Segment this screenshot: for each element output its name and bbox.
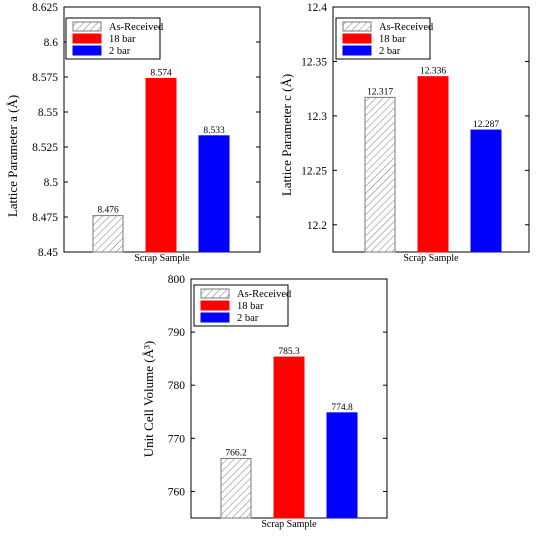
legend-label: 2 bar [109, 46, 131, 57]
y-tick-label: 12.35 [301, 56, 327, 68]
bar-as-received [220, 458, 252, 519]
y-axis-label: Lattice Parameter a (Å) [5, 95, 20, 217]
legend-swatch [342, 33, 372, 44]
bar-as-received [92, 215, 124, 253]
chart-lattice-a: Lattice Parameter a (Å) Scrap Sample 8.4… [5, 2, 261, 264]
legend-swatch [200, 312, 230, 323]
y-tick-label: 12.3 [307, 111, 327, 123]
legend-swatch [342, 21, 372, 32]
data-label: 8.476 [97, 206, 119, 216]
y-tick-label: 12.2 [307, 220, 327, 232]
y-tick-label: 760 [168, 486, 186, 498]
bar-2-bar [470, 129, 502, 253]
data-label: 8.533 [203, 126, 225, 136]
legend-swatch [342, 45, 372, 56]
bar-2-bar [198, 135, 230, 253]
data-label: 785.3 [278, 347, 300, 357]
legend-swatch [200, 288, 230, 299]
bar-as-received [364, 96, 396, 253]
y-axis-label: Unit Cell Volume (Å³) [141, 341, 156, 457]
y-tick-label: 8.575 [32, 72, 58, 84]
y-tick-label: 12.4 [307, 2, 327, 14]
y-tick-label: 8.5 [44, 177, 59, 189]
y-tick-label: 8.525 [32, 142, 58, 154]
y-tick-label: 800 [168, 274, 186, 286]
legend-swatch [72, 33, 102, 44]
y-tick-label: 770 [168, 433, 186, 445]
bar-18-bar [145, 77, 177, 253]
chart-lattice-c: Lattice Parameter c (Å) Scrap Sample 12.… [279, 2, 530, 264]
y-tick-label: 8.625 [32, 2, 58, 14]
bar-18-bar [417, 76, 449, 253]
data-label: 774.8 [331, 403, 353, 413]
x-tick-label: Scrap Sample [261, 519, 317, 530]
bar-2-bar [326, 412, 358, 519]
x-tick-label: Scrap Sample [403, 253, 459, 264]
y-tick-label: 790 [168, 327, 186, 339]
y-tick-label: 8.45 [38, 247, 58, 259]
legend-label: 18 bar [109, 34, 136, 45]
data-label: 8.574 [150, 68, 172, 78]
legend-swatch [200, 300, 230, 311]
y-tick-label: 8.55 [38, 107, 58, 119]
y-axis-label: Lattice Parameter c (Å) [279, 74, 294, 196]
data-label: 12.287 [473, 120, 499, 130]
data-label: 12.336 [420, 67, 446, 77]
data-label: 12.317 [367, 87, 393, 97]
legend-label: As-Received [237, 289, 292, 300]
legend-swatch [72, 45, 102, 56]
legend-label: As-Received [379, 22, 434, 33]
legend-label: 18 bar [237, 301, 264, 312]
y-tick-label: 780 [168, 380, 186, 392]
bar-18-bar [273, 356, 305, 519]
data-label: 766.2 [225, 449, 247, 459]
legend-label: 2 bar [237, 313, 259, 324]
x-tick-label: Scrap Sample [134, 253, 190, 264]
legend-swatch [72, 21, 102, 32]
legend-label: 18 bar [379, 34, 406, 45]
y-tick-label: 8.475 [32, 212, 58, 224]
legend-label: 2 bar [379, 46, 401, 57]
y-tick-label: 12.25 [301, 165, 327, 177]
y-tick-label: 8.6 [44, 37, 59, 49]
legend-label: As-Received [109, 22, 164, 33]
chart-unit-cell-volume: Unit Cell Volume (Å³) Scrap Sample 760 77… [141, 274, 388, 530]
